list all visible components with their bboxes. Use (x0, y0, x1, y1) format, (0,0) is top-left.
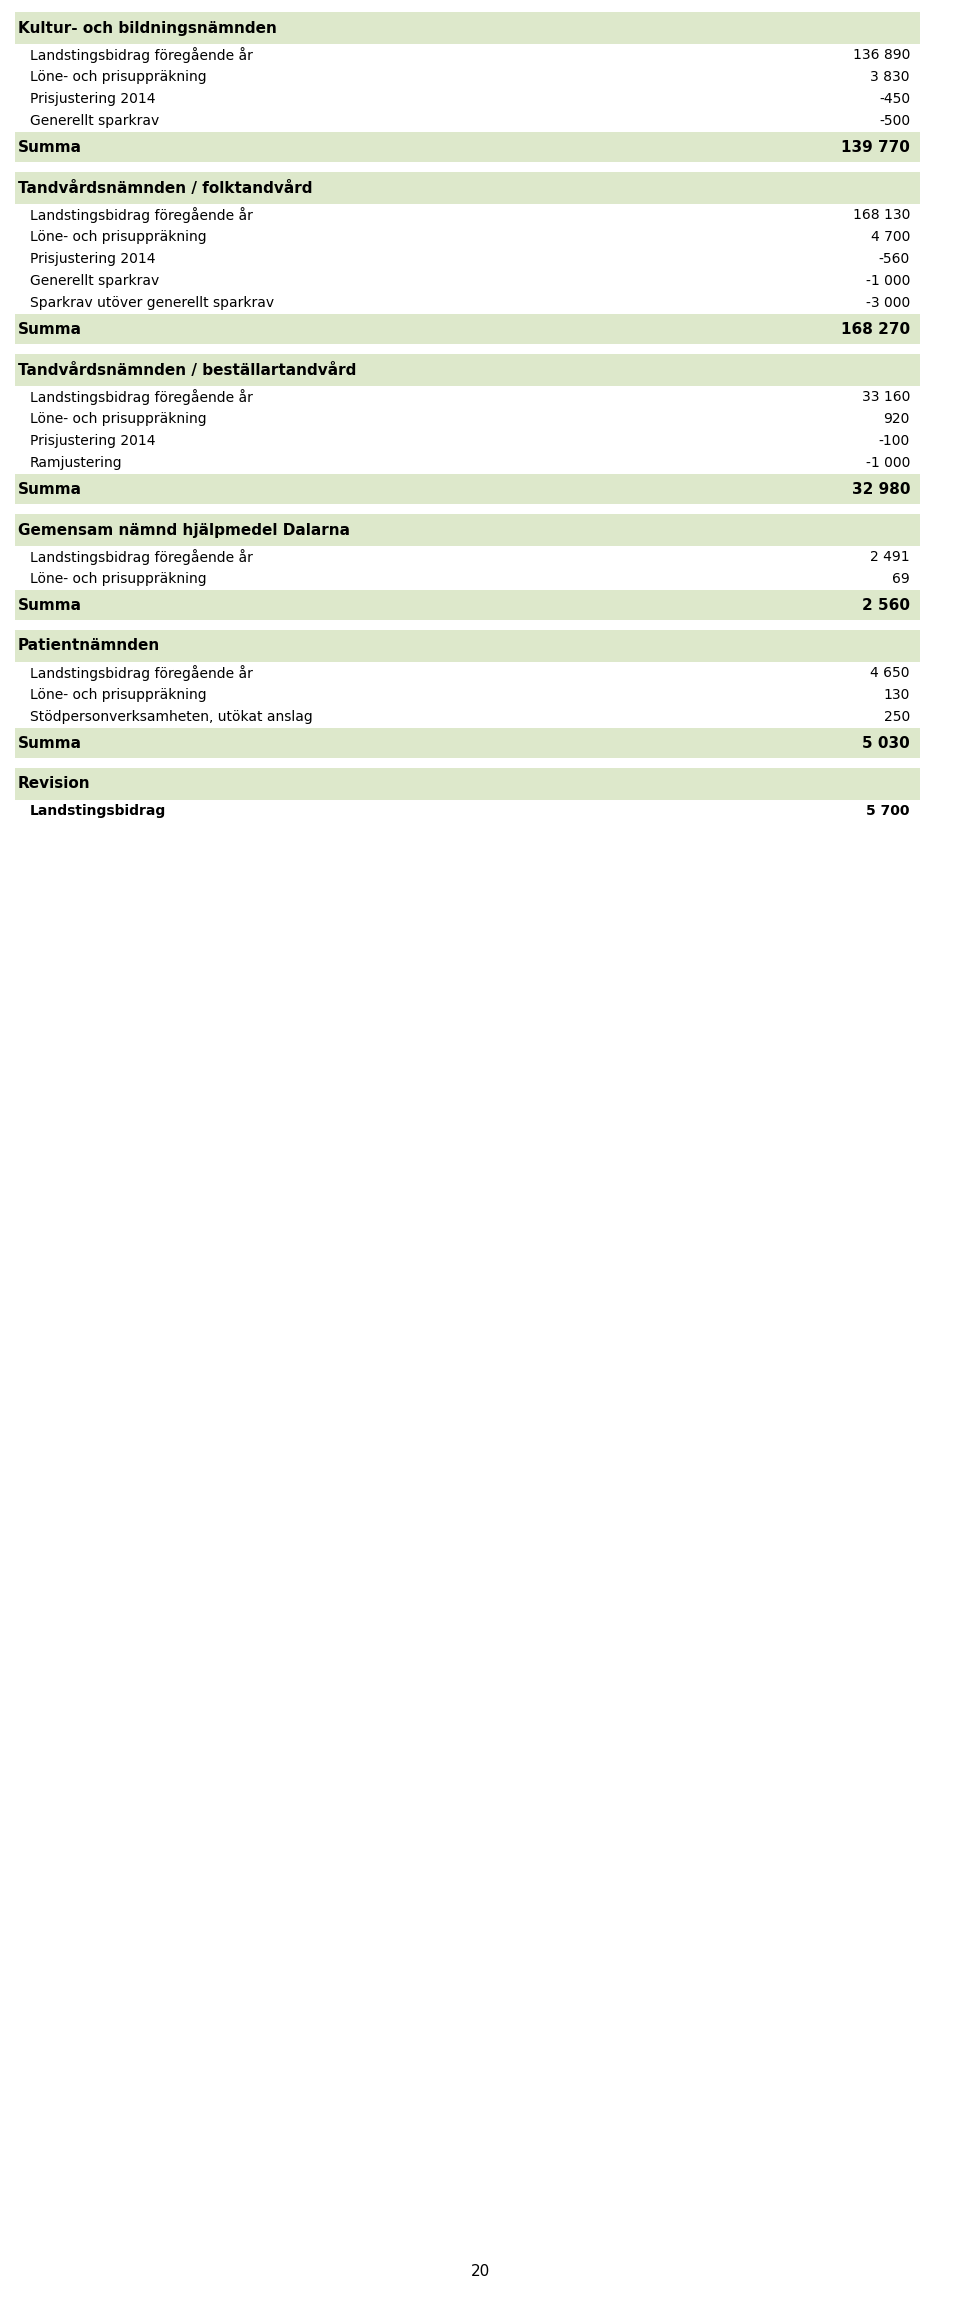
Text: Landstingsbidrag föregående år: Landstingsbidrag föregående år (30, 666, 252, 682)
Text: Summa: Summa (18, 139, 82, 155)
Bar (15, 767, 920, 800)
Bar (15, 661, 920, 684)
Bar (15, 132, 920, 162)
Text: 5 030: 5 030 (862, 735, 910, 751)
Text: Landstingsbidrag föregående år: Landstingsbidrag föregående år (30, 550, 252, 564)
Text: Prisjustering 2014: Prisjustering 2014 (30, 434, 156, 448)
Bar (15, 474, 920, 504)
Text: 33 160: 33 160 (862, 391, 910, 404)
Text: 3 830: 3 830 (871, 69, 910, 83)
Text: Prisjustering 2014: Prisjustering 2014 (30, 252, 156, 266)
Text: Stödpersonverksamheten, utökat anslag: Stödpersonverksamheten, utökat anslag (30, 709, 313, 723)
Text: Sparkrav utöver generellt sparkrav: Sparkrav utöver generellt sparkrav (30, 296, 275, 310)
Bar (15, 728, 920, 758)
Text: 168 270: 168 270 (841, 321, 910, 337)
Text: 2 560: 2 560 (862, 599, 910, 612)
Text: Löne- och prisuppräkning: Löne- och prisuppräkning (30, 573, 206, 587)
Bar (15, 226, 920, 247)
Text: 4 650: 4 650 (871, 666, 910, 679)
Text: Prisjustering 2014: Prisjustering 2014 (30, 92, 156, 106)
Text: Summa: Summa (18, 481, 82, 497)
Text: Tandvårdsnämnden / beställartandvård: Tandvårdsnämnden / beställartandvård (18, 363, 356, 377)
Bar (15, 513, 920, 545)
Text: Kultur- och bildningsnämnden: Kultur- och bildningsnämnden (18, 21, 276, 35)
Bar (15, 314, 920, 344)
Bar (15, 203, 920, 226)
Bar (15, 800, 920, 823)
Text: 920: 920 (883, 411, 910, 425)
Bar (15, 354, 920, 386)
Bar (15, 705, 920, 728)
Text: Landstingsbidrag föregående år: Landstingsbidrag föregående år (30, 208, 252, 222)
Bar (15, 386, 920, 409)
Text: -1 000: -1 000 (866, 455, 910, 469)
Text: -500: -500 (878, 113, 910, 127)
Text: -560: -560 (878, 252, 910, 266)
Text: 2 491: 2 491 (871, 550, 910, 564)
Bar (15, 430, 920, 453)
Text: 168 130: 168 130 (852, 208, 910, 222)
Bar (15, 631, 920, 661)
Text: 69: 69 (892, 573, 910, 587)
Bar (15, 409, 920, 430)
Text: 20: 20 (470, 2262, 490, 2279)
Text: -450: -450 (878, 92, 910, 106)
Text: 136 890: 136 890 (852, 49, 910, 62)
Bar (15, 67, 920, 88)
Bar (15, 270, 920, 291)
Bar (15, 12, 920, 44)
Text: -1 000: -1 000 (866, 275, 910, 289)
Text: 4 700: 4 700 (871, 231, 910, 245)
Bar (15, 111, 920, 132)
Text: 130: 130 (883, 689, 910, 703)
Text: -100: -100 (878, 434, 910, 448)
Text: Generellt sparkrav: Generellt sparkrav (30, 275, 159, 289)
Text: 5 700: 5 700 (867, 804, 910, 818)
Text: -3 000: -3 000 (866, 296, 910, 310)
Bar (15, 171, 920, 203)
Bar (15, 545, 920, 569)
Bar (15, 88, 920, 111)
Text: Landstingsbidrag: Landstingsbidrag (30, 804, 166, 818)
Bar (15, 247, 920, 270)
Bar (15, 291, 920, 314)
Text: Löne- och prisuppräkning: Löne- och prisuppräkning (30, 411, 206, 425)
Text: 139 770: 139 770 (841, 139, 910, 155)
Bar (15, 453, 920, 474)
Text: Revision: Revision (18, 776, 90, 790)
Bar (15, 684, 920, 705)
Text: 32 980: 32 980 (852, 481, 910, 497)
Bar (15, 589, 920, 619)
Text: Landstingsbidrag föregående år: Landstingsbidrag föregående år (30, 46, 252, 62)
Text: Summa: Summa (18, 321, 82, 337)
Text: 250: 250 (884, 709, 910, 723)
Bar (15, 44, 920, 67)
Text: Gemensam nämnd hjälpmedel Dalarna: Gemensam nämnd hjälpmedel Dalarna (18, 522, 350, 538)
Text: Summa: Summa (18, 599, 82, 612)
Text: Summa: Summa (18, 735, 82, 751)
Text: Patientnämnden: Patientnämnden (18, 638, 160, 654)
Text: Generellt sparkrav: Generellt sparkrav (30, 113, 159, 127)
Text: Landstingsbidrag föregående år: Landstingsbidrag föregående år (30, 388, 252, 404)
Text: Löne- och prisuppräkning: Löne- och prisuppräkning (30, 231, 206, 245)
Text: Löne- och prisuppräkning: Löne- och prisuppräkning (30, 69, 206, 83)
Text: Tandvårdsnämnden / folktandvård: Tandvårdsnämnden / folktandvård (18, 180, 313, 196)
Text: Löne- och prisuppräkning: Löne- och prisuppräkning (30, 689, 206, 703)
Bar (15, 569, 920, 589)
Text: Ramjustering: Ramjustering (30, 455, 123, 469)
